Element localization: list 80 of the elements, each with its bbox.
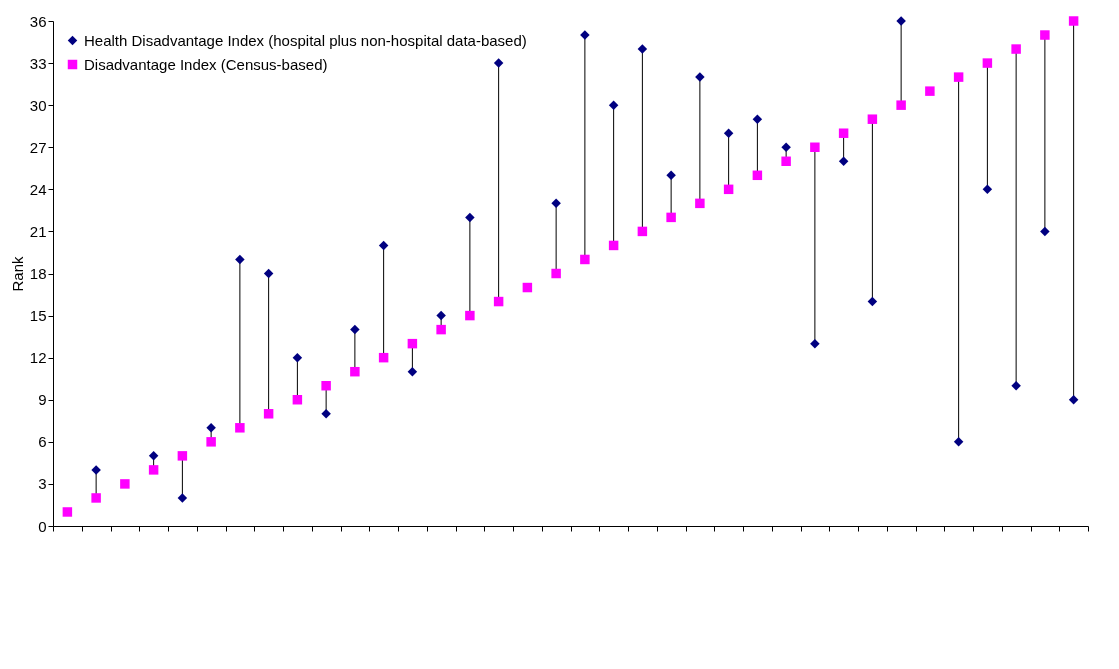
point [1040,226,1050,237]
point [953,72,964,82]
point [292,395,303,405]
point [62,507,73,517]
point [148,465,159,475]
point [580,254,590,265]
y-tick-label: 6 [38,433,47,451]
point [781,142,791,152]
y-tick-label: 18 [29,265,47,282]
point [752,114,763,124]
point [695,198,705,209]
point [522,282,533,293]
point [177,493,188,503]
point [1040,30,1050,40]
point [206,437,216,447]
point [263,268,274,279]
point [378,240,389,251]
point [235,423,245,433]
point [493,296,504,307]
point [838,156,849,167]
point [982,58,993,68]
y-tick-label: 33 [29,54,47,72]
point [723,128,734,138]
point [810,142,820,152]
point [465,212,475,223]
point [551,198,561,209]
point [1068,395,1079,405]
point [608,240,619,251]
point [206,423,216,433]
y-tick-label: 30 [29,96,47,114]
point [350,324,360,335]
point [321,409,331,419]
point [810,338,820,349]
point [436,310,446,321]
point [148,451,159,461]
y-tick-label: 24 [29,180,47,198]
point [436,324,446,335]
point [637,44,648,54]
y-tick-label: 36 [29,12,47,30]
point [982,184,993,195]
point [637,226,648,237]
point [723,184,734,195]
point [263,409,274,419]
point [378,352,389,363]
legend-label: Health Disadvantage Index (hospital plus non-hospital data-based) [84,31,527,49]
point [666,212,676,223]
y-tick-label: 27 [29,138,47,156]
point [608,100,619,110]
point [925,86,935,96]
point [1011,44,1021,54]
point [838,128,849,138]
point [752,170,763,181]
y-tick-label: 15 [29,307,47,325]
y-tick-label: 12 [29,349,47,367]
point [407,366,418,377]
point [1011,380,1021,391]
point [321,380,331,391]
y-tick-label: 3 [38,475,47,493]
point [781,156,791,167]
y-tick-label: 9 [38,391,47,409]
point [493,58,504,68]
point [953,437,964,447]
legend-label: Disadvantage Index (Census-based) [84,55,328,73]
point [867,296,878,307]
point [120,479,130,489]
y-axis-title: Rank [8,256,26,292]
point [91,493,101,503]
point [896,100,906,110]
y-tick-label: 21 [29,222,47,240]
point [177,451,188,461]
point [867,114,878,124]
point [235,254,245,265]
point [465,310,475,321]
point [666,170,676,181]
point [1068,16,1079,26]
point [292,352,303,363]
point [407,338,418,349]
y-tick-label: 0 [38,517,47,535]
point [551,268,561,279]
point [350,366,360,377]
